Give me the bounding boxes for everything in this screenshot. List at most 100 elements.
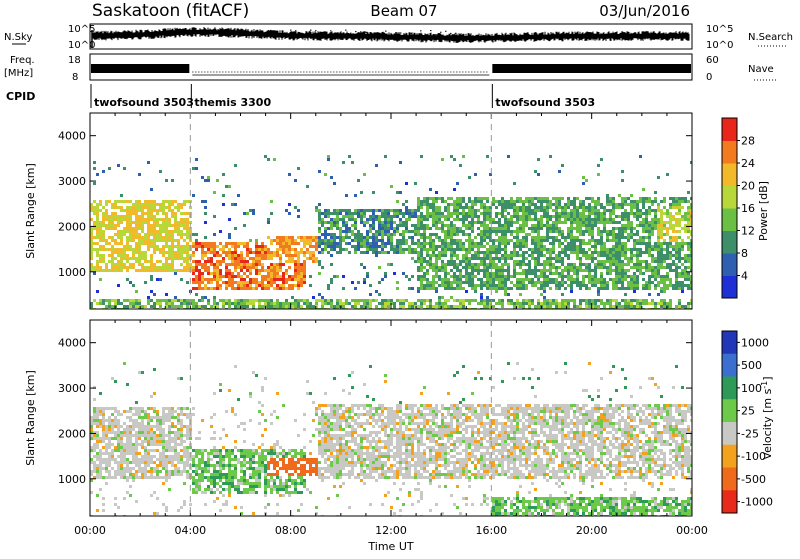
- heatmap-cell: [465, 248, 468, 251]
- heatmap-cell: [306, 251, 309, 254]
- heatmap-cell: [621, 245, 624, 248]
- heatmap-cell: [570, 266, 573, 269]
- heatmap-cell: [120, 443, 123, 446]
- heatmap-cell: [159, 251, 162, 254]
- heatmap-cell: [624, 227, 627, 230]
- heatmap-cell: [126, 278, 129, 281]
- heatmap-cell: [102, 221, 105, 224]
- heatmap-cell: [507, 275, 510, 278]
- heatmap-cell: [570, 218, 573, 221]
- heatmap-cell: [675, 236, 678, 239]
- heatmap-cell: [141, 230, 144, 233]
- heatmap-cell: [546, 260, 549, 263]
- heatmap-cell: [603, 287, 606, 290]
- heatmap-cell: [501, 281, 504, 284]
- heatmap-cell: [441, 251, 444, 254]
- heatmap-cell: [582, 176, 585, 179]
- heatmap-cell: [147, 461, 150, 464]
- heatmap-cell: [285, 260, 288, 263]
- heatmap-cell: [663, 257, 666, 260]
- heatmap-cell: [381, 302, 384, 305]
- heatmap-cell: [111, 437, 114, 440]
- heatmap-cell: [96, 443, 99, 446]
- heatmap-cell: [414, 260, 417, 263]
- heatmap-cell: [483, 197, 486, 200]
- heatmap-cell: [180, 305, 183, 308]
- heatmap-cell: [423, 230, 426, 233]
- heatmap-cell: [429, 206, 432, 209]
- heatmap-cell: [633, 299, 636, 302]
- heatmap-cell: [546, 275, 549, 278]
- heatmap-cell: [411, 302, 414, 305]
- heatmap-cell: [150, 218, 153, 221]
- heatmap-cell: [663, 239, 666, 242]
- heatmap-cell: [522, 200, 525, 203]
- heatmap-cell: [186, 299, 189, 302]
- heatmap-cell: [288, 239, 291, 242]
- heatmap-cell: [153, 239, 156, 242]
- heatmap-cell: [102, 407, 105, 410]
- heatmap-cell: [633, 263, 636, 266]
- heatmap-cell: [483, 281, 486, 284]
- heatmap-cell: [555, 209, 558, 212]
- heatmap-cell: [567, 272, 570, 275]
- heatmap-cell: [147, 428, 150, 431]
- heatmap-cell: [636, 284, 639, 287]
- heatmap-cell: [645, 197, 648, 200]
- heatmap-cell: [558, 227, 561, 230]
- heatmap-cell: [315, 257, 318, 260]
- heatmap-cell: [594, 212, 597, 215]
- heatmap-cell: [426, 260, 429, 263]
- heatmap-cell: [555, 269, 558, 272]
- heatmap-cell: [648, 278, 651, 281]
- heatmap-cell: [450, 242, 453, 245]
- heatmap-cell: [456, 218, 459, 221]
- heatmap-cell: [498, 218, 501, 221]
- heatmap-cell: [183, 269, 186, 272]
- heatmap-cell: [507, 206, 510, 209]
- heatmap-cell: [618, 263, 621, 266]
- heatmap-cell: [621, 170, 624, 173]
- heatmap-cell: [318, 212, 321, 215]
- heatmap-cell: [162, 245, 165, 248]
- heatmap-cell: [327, 287, 330, 290]
- heatmap-cell: [150, 443, 153, 446]
- heatmap-cell: [546, 224, 549, 227]
- heatmap-cell: [579, 260, 582, 263]
- heatmap-cell: [297, 209, 300, 212]
- heatmap-cell: [135, 251, 138, 254]
- heatmap-cell: [438, 209, 441, 212]
- heatmap-cell: [141, 266, 144, 269]
- heatmap-cell: [450, 260, 453, 263]
- heatmap-cell: [93, 455, 96, 458]
- heatmap-cell: [135, 230, 138, 233]
- heatmap-cell: [105, 467, 108, 470]
- heatmap-cell: [606, 251, 609, 254]
- heatmap-cell: [624, 287, 627, 290]
- heatmap-cell: [519, 230, 522, 233]
- heatmap-cell: [540, 221, 543, 224]
- heatmap-cell: [150, 395, 153, 398]
- heatmap-cell: [462, 209, 465, 212]
- heatmap-cell: [147, 464, 150, 467]
- heatmap-cell: [675, 305, 678, 308]
- heatmap-cell: [645, 260, 648, 263]
- heatmap-cell: [363, 209, 366, 212]
- heatmap-cell: [219, 269, 222, 272]
- heatmap-cell: [603, 251, 606, 254]
- heatmap-cell: [150, 305, 153, 308]
- heatmap-cell: [366, 305, 369, 308]
- heatmap-cell: [684, 278, 687, 281]
- heatmap-cell: [144, 449, 147, 452]
- heatmap-cell: [108, 476, 111, 479]
- heatmap-cell: [558, 254, 561, 257]
- heatmap-cell: [111, 407, 114, 410]
- heatmap-cell: [636, 206, 639, 209]
- heatmap-cell: [153, 266, 156, 269]
- heatmap-cell: [273, 269, 276, 272]
- heatmap-cell: [684, 230, 687, 233]
- heatmap-cell: [231, 254, 234, 257]
- heatmap-cell: [234, 248, 237, 251]
- heatmap-cell: [423, 302, 426, 305]
- heatmap-cell: [324, 209, 327, 212]
